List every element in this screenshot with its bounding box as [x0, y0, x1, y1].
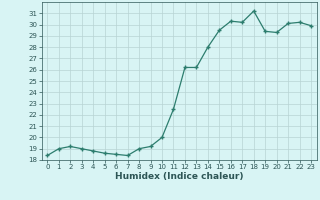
X-axis label: Humidex (Indice chaleur): Humidex (Indice chaleur): [115, 172, 244, 181]
